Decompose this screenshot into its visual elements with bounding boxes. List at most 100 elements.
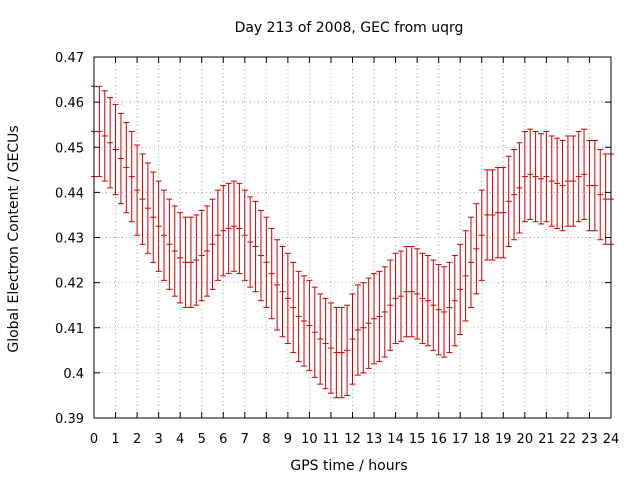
error-bar <box>527 128 534 220</box>
error-bar <box>161 189 168 281</box>
x-tick-label: 9 <box>284 432 292 447</box>
error-bar <box>543 130 550 223</box>
series-error-bars <box>91 85 614 399</box>
error-bar <box>284 252 291 345</box>
error-bar <box>532 130 539 223</box>
error-bar <box>489 169 496 261</box>
x-tick-label: 20 <box>517 432 534 447</box>
error-bar <box>214 189 221 281</box>
x-tick-label: 5 <box>198 432 206 447</box>
x-tick-label: 6 <box>219 432 227 447</box>
y-tick-label: 0.39 <box>55 412 84 427</box>
x-axis-label: GPS time / hours <box>290 458 407 474</box>
error-bar <box>392 252 399 345</box>
error-bar <box>365 277 372 369</box>
error-bar <box>564 135 571 227</box>
error-bar <box>225 182 232 275</box>
error-bar <box>451 255 458 347</box>
y-tick-labels: 0.39 0.4 0.41 0.42 0.43 0.44 0.45 0.46 0.47 <box>55 51 84 427</box>
error-bar <box>360 282 367 374</box>
x-tick-label: 15 <box>409 432 426 447</box>
y-tick-label: 0.41 <box>55 322 84 337</box>
error-bar <box>257 209 264 302</box>
x-tick-label: 0 <box>90 432 98 447</box>
error-bar <box>220 185 227 277</box>
error-bar <box>144 162 151 254</box>
error-bar <box>500 167 507 259</box>
error-bar <box>112 103 119 196</box>
error-bar <box>586 139 593 232</box>
error-bar <box>376 270 383 363</box>
error-bar <box>268 227 275 320</box>
error-bar <box>123 121 130 214</box>
error-bar <box>311 286 318 378</box>
error-bar <box>236 182 243 275</box>
x-tick-label: 4 <box>176 432 184 447</box>
x-tick-label: 17 <box>452 432 469 447</box>
error-bar <box>419 252 426 345</box>
error-bar <box>139 153 146 245</box>
tick-marks <box>93 56 612 419</box>
error-bar <box>117 112 124 205</box>
error-bar <box>597 149 604 241</box>
error-bar <box>484 169 491 261</box>
error-bar <box>274 239 281 331</box>
x-tick-label: 16 <box>430 432 447 447</box>
error-bar <box>327 302 334 394</box>
error-bar <box>430 259 437 351</box>
y-tick-label: 0.46 <box>55 96 84 111</box>
x-tick-label: 24 <box>603 432 620 447</box>
error-bar <box>575 130 582 223</box>
error-bar <box>290 261 297 354</box>
x-tick-label: 7 <box>241 432 249 447</box>
error-bar <box>166 198 173 290</box>
error-bar <box>462 230 469 322</box>
error-bar <box>134 144 141 236</box>
error-bar <box>581 128 588 220</box>
error-bar <box>301 275 308 367</box>
error-bar <box>263 216 270 308</box>
x-tick-label: 10 <box>301 432 318 447</box>
error-bar <box>155 180 162 272</box>
y-tick-label: 0.47 <box>55 51 84 66</box>
error-bar <box>231 180 238 272</box>
error-bar <box>554 137 561 229</box>
x-tick-label: 12 <box>344 432 361 447</box>
error-bar <box>414 248 421 340</box>
error-bar <box>247 196 254 288</box>
error-bar <box>209 198 216 290</box>
error-bar <box>338 306 345 399</box>
x-tick-label: 13 <box>366 432 383 447</box>
error-bar <box>354 284 361 376</box>
error-bar <box>252 200 259 293</box>
y-tick-label: 0.44 <box>55 186 84 201</box>
error-bar <box>171 205 178 297</box>
error-bar <box>511 149 518 241</box>
error-bar <box>570 135 577 227</box>
error-bar <box>397 250 404 342</box>
error-bar <box>473 203 480 295</box>
error-bar <box>381 266 388 358</box>
error-bar <box>467 216 474 308</box>
y-tick-label: 0.43 <box>55 232 84 247</box>
error-bar <box>548 135 555 227</box>
error-bar <box>128 130 135 223</box>
error-bar <box>322 297 329 390</box>
error-bar <box>559 139 566 232</box>
x-tick-label: 22 <box>560 432 577 447</box>
error-bar <box>107 97 114 189</box>
error-bar <box>204 205 211 297</box>
error-bar <box>371 273 378 365</box>
x-tick-label: 3 <box>154 432 162 447</box>
error-bar <box>150 171 157 263</box>
error-bar <box>387 259 394 351</box>
error-bar <box>537 133 544 225</box>
error-bar <box>96 85 103 178</box>
y-axis-label: Global Electron Content / GECUs <box>6 125 22 352</box>
x-tick-label: 2 <box>133 432 141 447</box>
error-bar <box>591 139 598 232</box>
error-bar <box>241 189 248 281</box>
error-bar <box>295 270 302 363</box>
error-bar <box>344 304 351 396</box>
error-bar <box>602 153 609 245</box>
